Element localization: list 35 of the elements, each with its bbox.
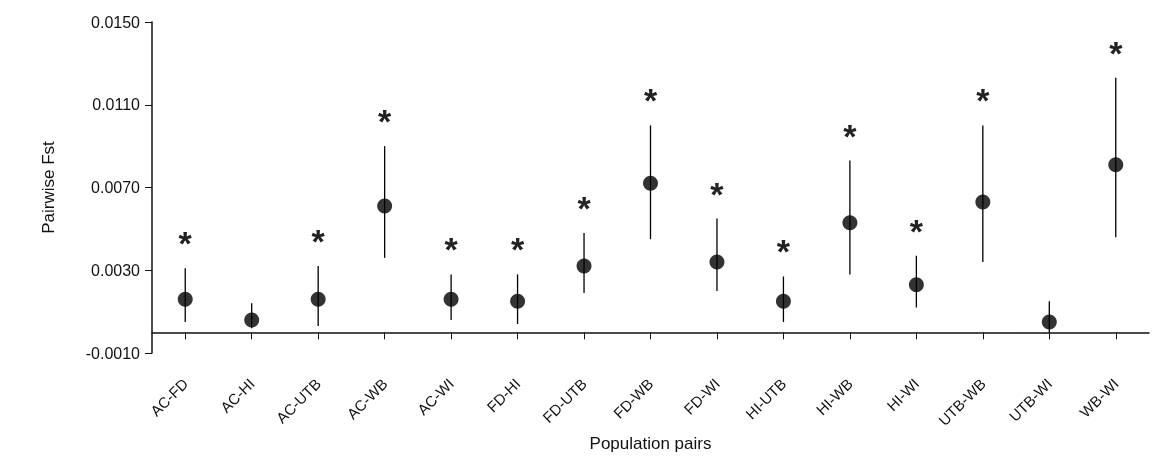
data-label: * [510,230,525,269]
y-axis-title: Pairwise Fst [39,140,58,234]
point [510,293,526,309]
data-label: * [710,174,725,213]
point [1041,314,1057,330]
point [908,277,924,293]
data-label: * [776,232,791,271]
y-tick-label: -0.0010 [85,344,141,362]
y-tick-label: 0.0110 [92,96,141,114]
data-label: * [444,230,459,269]
data-label: * [909,211,924,250]
data-label: * [178,224,193,263]
point [244,312,260,328]
data-label: * [577,189,592,228]
point [643,175,658,191]
point [310,291,326,307]
data-label: * [643,81,658,120]
point [377,198,393,214]
point [975,194,991,210]
y-tick-label: 0.0030 [91,261,141,279]
point [842,215,858,231]
data-label: * [378,102,393,141]
point [775,293,791,309]
point [443,291,459,307]
data-label: * [1109,33,1124,72]
data-label: * [843,116,858,155]
x-axis-title: Population pairs [589,434,712,454]
point [177,291,193,307]
y-tick-label: 0.0070 [91,179,141,196]
point [1108,157,1124,173]
point [576,258,592,274]
point [709,254,725,270]
data-label: * [311,222,326,261]
data-label: * [976,81,991,120]
y-tick-label: 0.0150 [91,13,141,31]
